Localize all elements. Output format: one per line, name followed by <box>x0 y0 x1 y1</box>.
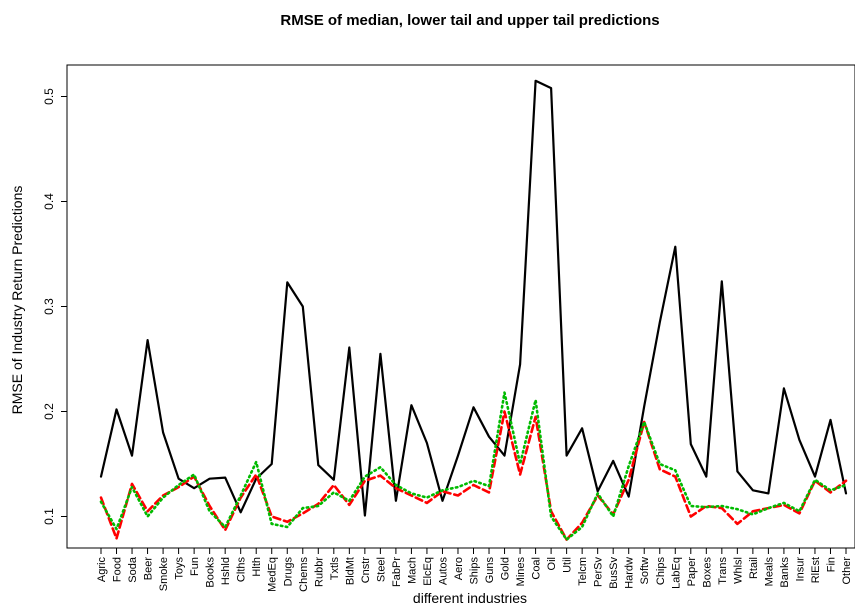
axes: 0.1 0.2 0.3 0.4 0.5 Agric Food Soda Beer Smoke Toy… <box>42 88 853 592</box>
x-tick-label-other: Other <box>841 557 853 585</box>
x-tick-label-bldmt: BldMt <box>344 557 356 585</box>
y-tick-label: 0.4 <box>42 193 56 210</box>
x-tick-label-rlest: RlEst <box>810 557 822 583</box>
x-tick-label-trans: Trans <box>717 557 729 585</box>
series-line-dashed <box>99 410 848 541</box>
x-tick-label-smoke: Smoke <box>158 557 170 591</box>
x-tick-label-agric: Agric <box>96 557 108 583</box>
x-tick-label-telcm: Telcm <box>577 557 589 586</box>
x-tick-label-aero: Aero <box>453 557 465 580</box>
x-tick-label-soda: Soda <box>127 556 139 583</box>
x-tick-label-food: Food <box>112 557 124 582</box>
x-tick-label-banks: Banks <box>779 557 791 588</box>
x-tick-label-paper: Paper <box>686 557 698 587</box>
x-tick-label-meals: Meals <box>763 557 775 587</box>
x-tick-label-clths: Clths <box>236 557 248 583</box>
x-tick-label-chems: Chems <box>298 557 310 592</box>
series-group <box>99 79 848 541</box>
x-tick-label-coal: Coal <box>531 557 543 580</box>
x-tick-label-rubbr: Rubbr <box>313 557 325 587</box>
y-tick-label: 0.2 <box>42 403 56 420</box>
y-tick-label: 0.3 <box>42 298 56 315</box>
x-tick-label-util: Util <box>562 557 574 573</box>
x-tick-label-autos: Autos <box>437 557 449 586</box>
chart-title: RMSE of median, lower tail and upper tai… <box>280 12 659 29</box>
x-tick-label-fin: Fin <box>825 557 837 572</box>
x-tick-label-whlsl: Whlsl <box>732 557 744 584</box>
x-tick-label-toys: Toys <box>174 557 186 580</box>
x-tick-label-txtls: Txtls <box>329 557 341 581</box>
x-tick-label-fabpr: FabPr <box>391 557 403 587</box>
x-tick-label-hshld: Hshld <box>220 557 232 585</box>
series-line-solid <box>99 79 848 517</box>
x-axis-label: different industries <box>413 590 527 606</box>
plot-frame <box>66 64 855 549</box>
x-tick-label-books: Books <box>205 557 217 588</box>
x-tick-label-medeq: MedEq <box>267 557 279 592</box>
x-tick-label-steel: Steel <box>375 557 387 582</box>
x-tick-label-drugs: Drugs <box>282 557 294 587</box>
x-tick-label-boxes: Boxes <box>701 557 713 588</box>
x-tick-label-gold: Gold <box>500 557 512 580</box>
y-tick-label: 0.1 <box>42 508 56 525</box>
y-tick-label: 0.5 <box>42 88 56 105</box>
x-tick-label-labeq: LabEq <box>670 557 682 589</box>
x-tick-label-bussv: BusSv <box>608 557 620 589</box>
series-line-dotted <box>99 391 848 541</box>
x-tick-label-cnstr: Cnstr <box>360 557 372 584</box>
x-tick-label-hardw: Hardw <box>624 557 636 589</box>
x-tick-label-insur: Insur <box>794 557 806 582</box>
x-tick-label-softw: Softw <box>639 557 651 585</box>
x-tick-label-rtail: Rtail <box>748 557 760 579</box>
x-tick-label-guns: Guns <box>484 557 496 584</box>
x-tick-label-fun: Fun <box>189 557 201 576</box>
x-tick-label-persv: PerSv <box>593 557 605 587</box>
x-tick-label-oil: Oil <box>546 557 558 570</box>
x-tick-label-elceq: ElcEq <box>422 557 434 586</box>
x-tick-label-mach: Mach <box>406 557 418 584</box>
y-axis-label: RMSE of Industry Return Predictions <box>9 186 25 415</box>
x-tick-label-ships: Ships <box>469 557 481 585</box>
x-tick-label-beer: Beer <box>143 557 155 581</box>
x-tick-label-chips: Chips <box>655 557 667 586</box>
x-tick-label-mines: Mines <box>515 557 527 587</box>
x-tick-label-hlth: Hlth <box>251 557 263 577</box>
